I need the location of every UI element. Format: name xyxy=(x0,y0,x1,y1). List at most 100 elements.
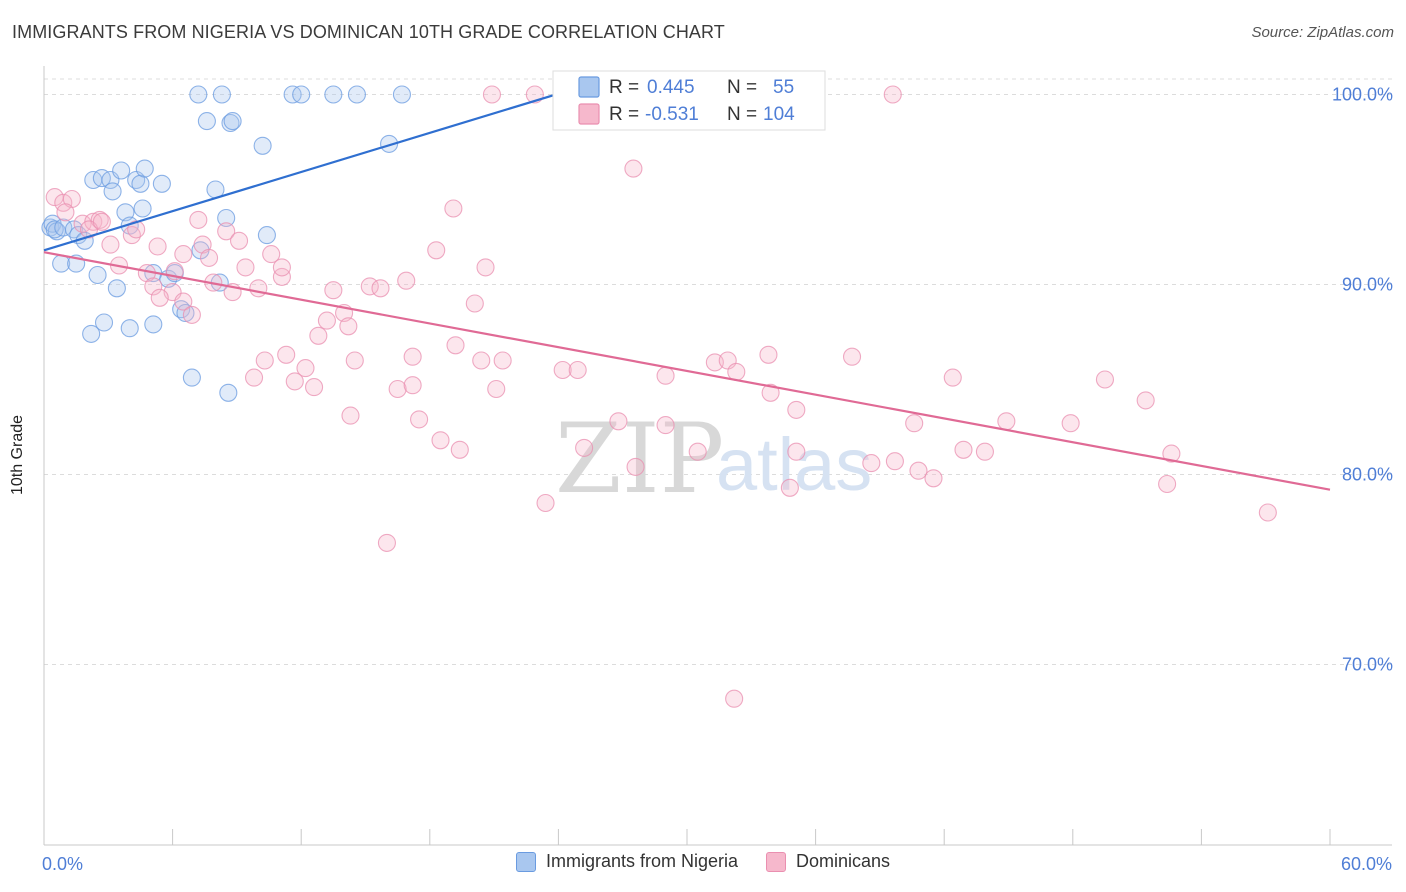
point-dominicans xyxy=(92,212,111,231)
point-dominicans xyxy=(787,400,806,419)
point-dominicans xyxy=(761,383,780,402)
point-dominicans xyxy=(568,360,587,380)
legend-swatch-nigeria xyxy=(578,76,600,98)
point-dominicans xyxy=(305,378,324,397)
point-dominicans xyxy=(465,294,484,313)
point-nigeria xyxy=(392,85,411,104)
point-dominicans xyxy=(688,442,707,461)
point-nigeria xyxy=(135,159,154,178)
point-nigeria xyxy=(116,203,135,222)
bottom-legend-label: Dominicans xyxy=(796,851,891,871)
point-dominicans xyxy=(885,452,904,471)
bottom-legend-item-nigeria: Immigrants from Nigeria xyxy=(515,851,738,872)
point-nigeria xyxy=(257,226,276,245)
point-dominicans xyxy=(787,442,806,461)
point-dominicans xyxy=(388,379,407,399)
point-dominicans xyxy=(431,431,450,450)
y-tick-labels: 70.0% 80.0% 90.0% 100.0% xyxy=(1332,85,1393,675)
point-dominicans xyxy=(1258,503,1277,522)
point-dominicans xyxy=(56,203,75,222)
y-tick-label: 80.0% xyxy=(1342,465,1393,485)
point-dominicans xyxy=(324,281,343,300)
bottom-legend-swatch-nigeria xyxy=(515,851,536,872)
point-dominicans xyxy=(1136,391,1155,410)
point-nigeria xyxy=(347,85,366,104)
point-nigeria xyxy=(189,85,208,104)
point-dominicans xyxy=(127,220,146,239)
point-dominicans xyxy=(236,258,255,277)
legend-r-value-dominicans: -0.531 xyxy=(645,104,699,125)
point-dominicans xyxy=(536,493,555,513)
point-dominicans xyxy=(626,457,645,476)
point-nigeria xyxy=(217,208,236,228)
point-dominicans xyxy=(217,222,236,241)
point-dominicans xyxy=(272,258,291,277)
axes xyxy=(43,66,1392,846)
point-dominicans xyxy=(780,478,799,497)
point-dominicans xyxy=(244,368,264,387)
point-nigeria xyxy=(94,313,114,332)
point-nigeria xyxy=(324,85,343,104)
point-dominicans xyxy=(371,279,390,298)
trendline-dominicans xyxy=(43,251,1331,491)
point-dominicans xyxy=(403,376,422,395)
point-nigeria xyxy=(103,182,122,201)
point-nigeria xyxy=(212,85,231,104)
point-dominicans xyxy=(345,351,364,370)
point-dominicans xyxy=(229,231,249,250)
point-nigeria xyxy=(112,161,131,180)
point-dominicans xyxy=(883,85,902,104)
x-tick-label: 60.0% xyxy=(1341,854,1392,874)
point-nigeria xyxy=(380,134,399,153)
point-dominicans xyxy=(1061,414,1080,433)
legend-n-value-nigeria: 55 xyxy=(773,77,794,98)
point-dominicans xyxy=(150,288,169,307)
legend-swatch-dominicans xyxy=(578,103,600,125)
point-dominicans xyxy=(148,237,167,256)
point-dominicans xyxy=(842,347,862,366)
y-tick-label: 90.0% xyxy=(1342,275,1393,295)
point-dominicans xyxy=(427,241,446,260)
point-dominicans xyxy=(262,245,281,264)
legend-r-label: R = xyxy=(609,77,639,98)
point-dominicans xyxy=(909,461,928,480)
point-dominicans xyxy=(656,366,675,385)
point-dominicans xyxy=(1158,474,1177,494)
y-tick-label: 70.0% xyxy=(1342,655,1393,675)
point-dominicans xyxy=(403,347,422,366)
point-dominicans xyxy=(144,277,163,296)
point-dominicans xyxy=(472,351,491,370)
point-nigeria xyxy=(197,112,216,131)
point-nigeria xyxy=(144,315,163,334)
point-dominicans xyxy=(182,305,201,324)
legend-r-value-nigeria: 0.445 xyxy=(647,77,695,98)
legend-n-label: N = xyxy=(727,77,757,98)
series-dominicans xyxy=(45,85,1277,708)
point-dominicans xyxy=(905,414,924,433)
point-nigeria xyxy=(223,112,242,131)
point-dominicans xyxy=(277,345,296,364)
point-dominicans xyxy=(339,317,358,336)
chart-title: IMMIGRANTS FROM NIGERIA VS DOMINICAN 10T… xyxy=(12,22,725,42)
point-dominicans xyxy=(309,326,328,345)
watermark: ZIP atlas xyxy=(555,403,872,515)
point-dominicans xyxy=(997,412,1016,431)
point-dominicans xyxy=(487,379,506,399)
legend-r-label: R = xyxy=(609,104,639,125)
point-dominicans xyxy=(975,442,994,461)
point-dominicans xyxy=(199,248,219,267)
bottom-legend-label: Immigrants from Nigeria xyxy=(545,851,738,871)
point-nigeria xyxy=(219,383,238,402)
point-dominicans xyxy=(759,345,778,364)
point-dominicans xyxy=(862,454,881,473)
point-dominicans xyxy=(1095,370,1114,389)
point-nigeria xyxy=(152,174,171,193)
point-dominicans xyxy=(575,438,594,457)
point-dominicans xyxy=(410,410,429,429)
point-dominicans xyxy=(609,412,628,431)
point-dominicans xyxy=(924,469,943,488)
point-dominicans xyxy=(482,85,502,104)
series-nigeria xyxy=(41,85,825,402)
point-dominicans xyxy=(493,351,512,370)
